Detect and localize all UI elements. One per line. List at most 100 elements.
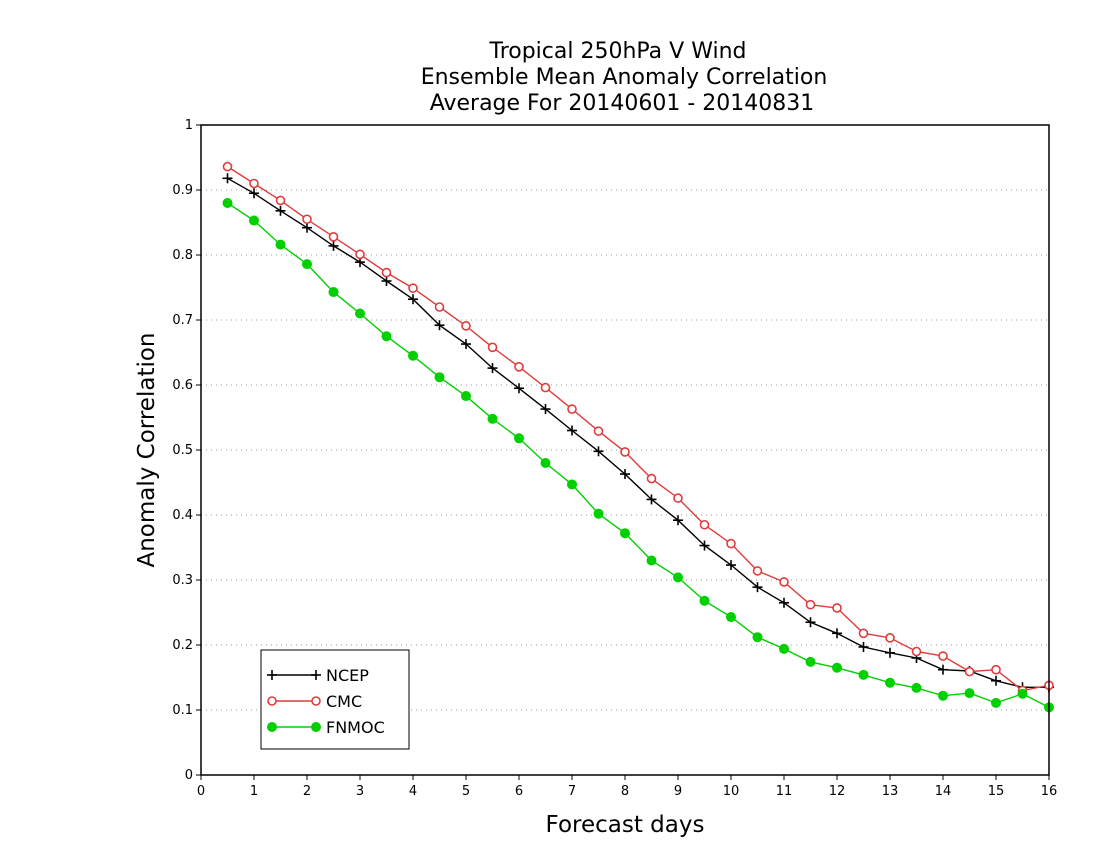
ncep-point [593, 446, 604, 457]
cmc-point [275, 195, 286, 206]
data-series [222, 161, 1054, 713]
axis-ticks: 00.10.20.30.40.50.60.70.80.910 1 2 3 4 5 6 7 8 9 1… [172, 118, 1057, 799]
ncep-point [726, 560, 736, 571]
fnmoc-point [222, 198, 233, 208]
fnmoc-point [461, 391, 471, 402]
fnmoc-point [832, 662, 842, 673]
ncep-point [408, 294, 418, 305]
fnmoc-point [779, 643, 789, 654]
ncep-point [805, 617, 816, 628]
fnmoc-point [1017, 688, 1028, 699]
fnmoc-point [328, 287, 339, 298]
x-tick-label: 3 [356, 784, 364, 799]
legend-marker-ncep [311, 670, 321, 680]
fnmoc-point [885, 677, 895, 688]
ncep-point [779, 597, 789, 608]
legend-marker-fnmoc [267, 722, 277, 732]
legend-marker-fnmoc [311, 722, 321, 732]
cmc-point [991, 664, 1001, 675]
fnmoc-point [620, 528, 630, 539]
fnmoc-point [911, 682, 922, 693]
y-tick-label: 0.5 [172, 443, 193, 458]
ncep-point [567, 425, 577, 436]
cmc-point [726, 538, 736, 549]
ncep-point [620, 469, 630, 480]
legend-marker-cmc [267, 696, 277, 706]
fnmoc-point [752, 632, 763, 643]
ncep-point [514, 383, 524, 394]
legend-item-fnmoc: FNMOC [267, 718, 385, 737]
x-tick-label: 16 [1041, 784, 1058, 799]
x-tick-label: 7 [568, 784, 576, 799]
y-tick-label: 0.4 [172, 508, 193, 523]
legend-marker-ncep [267, 670, 277, 680]
fnmoc-line [227, 202, 1050, 709]
fnmoc-point [726, 612, 736, 623]
fnmoc-point [858, 669, 869, 680]
chart-title-line-2: Ensemble Mean Anomaly Correlation [421, 65, 828, 90]
fnmoc-point [434, 372, 445, 383]
ncep-point [938, 664, 948, 675]
fnmoc-point [699, 595, 710, 606]
cmc-point [355, 249, 365, 260]
fnmoc-point [646, 555, 657, 566]
chart-title: Tropical 250hPa V Wind Ensemble Mean Ano… [421, 39, 828, 116]
cmc-point [567, 404, 577, 414]
ncep-point [222, 173, 233, 184]
fnmoc-point [381, 331, 392, 342]
fnmoc-point [487, 413, 498, 424]
ncep-point [858, 641, 869, 652]
y-tick-label: 0 [185, 768, 193, 783]
y-tick-label: 0.8 [172, 248, 193, 263]
x-tick-label: 2 [303, 784, 311, 799]
cmc-point [779, 577, 789, 587]
legend: NCEP CMC FNMOC [260, 649, 410, 750]
series-fnmoc [222, 198, 1054, 713]
ncep-line [227, 177, 1049, 688]
cmc-point [938, 651, 948, 661]
x-tick-label: 11 [776, 784, 793, 799]
cmc-point [222, 161, 233, 172]
ncep-point [540, 404, 551, 415]
ncep-point [699, 540, 710, 551]
ncep-point [328, 240, 339, 251]
cmc-point [514, 361, 524, 372]
x-tick-label: 9 [674, 784, 682, 799]
fnmoc-point [302, 259, 312, 270]
ncep-point [275, 205, 286, 216]
legend-label-ncep: NCEP [326, 666, 369, 685]
legend-item-ncep: NCEP [267, 666, 369, 685]
x-tick-label: 4 [409, 784, 417, 799]
cmc-point [540, 382, 551, 393]
fnmoc-point [964, 688, 975, 699]
fnmoc-point [408, 350, 418, 361]
fnmoc-point [805, 656, 816, 667]
y-tick-label: 0.7 [172, 313, 193, 328]
series-cmc [222, 161, 1054, 696]
fnmoc-point [249, 215, 259, 226]
fnmoc-point [355, 308, 365, 319]
cmc-point [832, 603, 842, 613]
cmc-point [911, 646, 922, 657]
fnmoc-point [567, 479, 577, 490]
cmc-point [381, 267, 392, 278]
ncep-point [646, 494, 657, 505]
fnmoc-point [938, 690, 948, 701]
x-tick-label: 10 [723, 784, 740, 799]
cmc-point [885, 633, 895, 643]
y-axis-label: Anomaly Correlation [134, 332, 160, 567]
legend-label-fnmoc: FNMOC [326, 718, 385, 737]
fnmoc-point [514, 433, 524, 444]
series-ncep [222, 173, 1054, 693]
legend-box [260, 649, 410, 750]
ncep-point [832, 628, 842, 639]
fnmoc-point [593, 508, 604, 519]
ncep-point [381, 276, 392, 286]
x-axis-label: Forecast days [546, 812, 705, 838]
ncep-point [461, 339, 471, 350]
cmc-point [434, 302, 445, 312]
y-tick-label: 0.6 [172, 378, 193, 393]
cmc-point [487, 342, 498, 353]
x-tick-label: 13 [882, 784, 899, 799]
